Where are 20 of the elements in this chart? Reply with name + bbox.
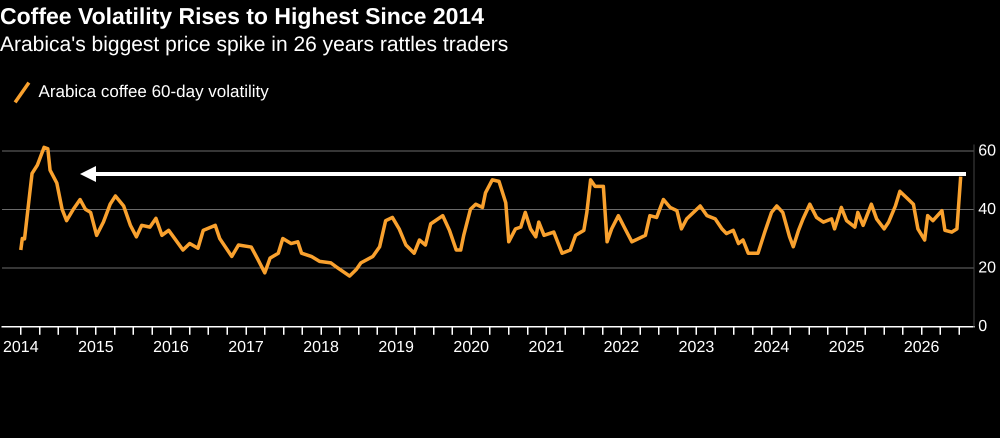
x-tick-label: 2016 [153,338,189,356]
x-tick-label: 2025 [828,338,864,356]
y-tick-label: 0 [978,318,988,336]
x-tick-label: 2026 [904,338,940,356]
y-tick-label: 20 [978,260,996,277]
chart-title: Coffee Volatility Rises to Highest Since 2014 [0,2,484,31]
x-tick-label: 2024 [754,338,790,356]
y-tick-label: 40 [978,200,996,218]
legend-label: Arabica coffee 60-day volatility [38,82,270,102]
x-tick-label: 2014 [3,338,39,356]
x-tick-label: 2015 [78,338,114,356]
x-tick-label: 2023 [678,338,714,356]
chart-subtitle: Arabica's biggest price spike in 26 years rattles traders [0,32,508,58]
x-tick-label: 2017 [228,338,264,356]
x-tick-label: 2021 [528,338,564,356]
y-tick-label: 60 [978,142,996,160]
x-tick-label: 2020 [453,338,490,356]
x-tick-label: 2018 [303,338,339,356]
x-tick-label: 2019 [378,338,414,356]
x-tick-label: 2022 [604,338,640,356]
